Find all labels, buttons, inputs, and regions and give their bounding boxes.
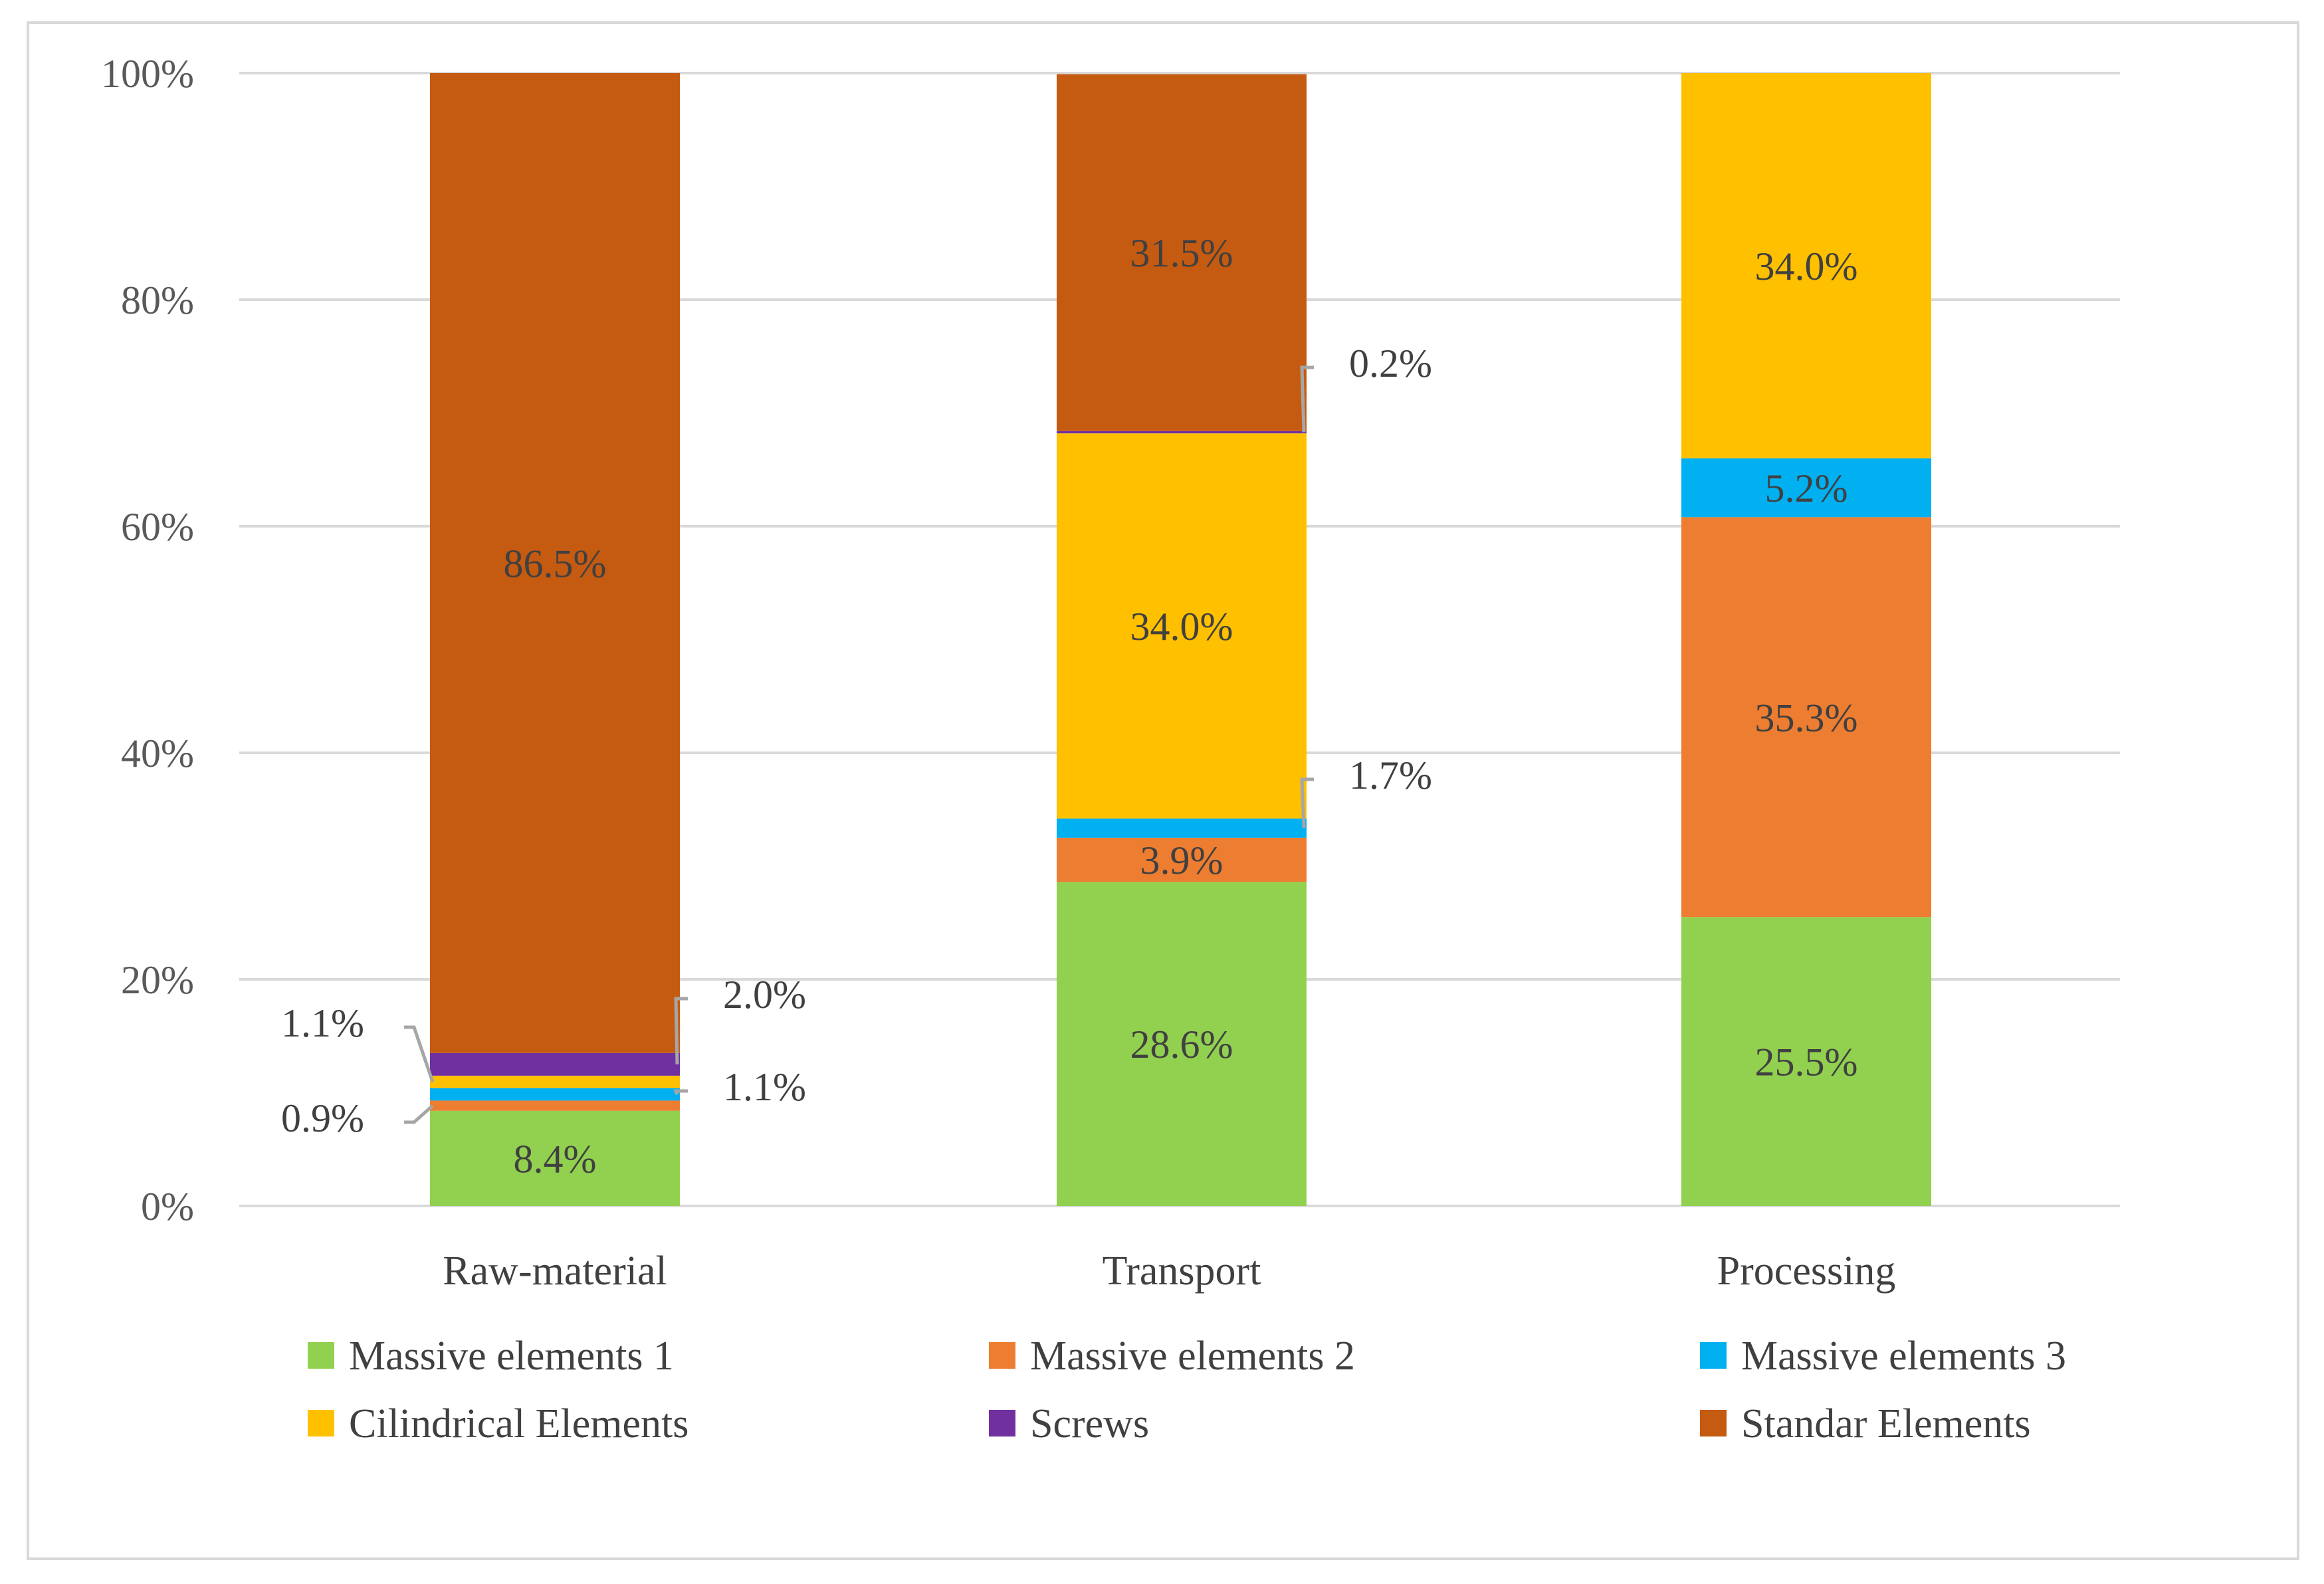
callout-leader bbox=[674, 997, 688, 1064]
data-label: 2.0% bbox=[723, 973, 806, 1017]
bar-segment bbox=[1681, 917, 1931, 1206]
callout-leader bbox=[404, 1104, 434, 1124]
y-tick-label: 0% bbox=[141, 1185, 194, 1229]
x-axis-categories: Raw-material Transport Processing bbox=[443, 1248, 1895, 1294]
bar-segment bbox=[430, 1100, 680, 1111]
y-tick-label: 100% bbox=[101, 52, 194, 96]
y-tick-label: 60% bbox=[121, 505, 194, 549]
callout-leader bbox=[673, 1089, 688, 1095]
bar-segment bbox=[1681, 73, 1931, 458]
legend-swatch bbox=[989, 1342, 1015, 1369]
bar-segment bbox=[1057, 74, 1307, 431]
bars bbox=[430, 73, 1931, 1206]
data-label: 1.1% bbox=[281, 1001, 364, 1045]
callout-leader bbox=[1300, 365, 1314, 433]
bar-segment bbox=[1057, 433, 1307, 819]
data-label: 3.9% bbox=[1140, 839, 1223, 882]
callout-leader bbox=[404, 1025, 435, 1083]
data-label: 0.2% bbox=[1349, 342, 1432, 385]
bar-segment bbox=[430, 1075, 680, 1088]
legend-swatch bbox=[308, 1410, 334, 1436]
bar-segment bbox=[430, 1052, 680, 1076]
callout-leader bbox=[1300, 777, 1314, 829]
y-axis-ticks: 0% 20% 40% 60% 80% 100% bbox=[101, 52, 194, 1229]
data-label: 25.5% bbox=[1755, 1040, 1858, 1084]
data-label: 1.7% bbox=[1349, 753, 1432, 797]
data-label: 31.5% bbox=[1130, 231, 1233, 275]
data-label: 34.0% bbox=[1130, 605, 1233, 648]
legend-label: Massive elements 2 bbox=[1030, 1334, 1355, 1379]
y-tick-label: 80% bbox=[121, 278, 194, 322]
y-tick-label: 20% bbox=[121, 958, 194, 1002]
legend-label: Massive elements 1 bbox=[349, 1334, 674, 1379]
x-category-label: Processing bbox=[1717, 1248, 1896, 1294]
bar-segment bbox=[430, 1110, 680, 1206]
bar-segment bbox=[430, 73, 680, 1053]
legend-label: Cilindrical Elements bbox=[349, 1401, 688, 1446]
legend-label: Massive elements 3 bbox=[1741, 1334, 2066, 1379]
legend-swatch bbox=[308, 1342, 334, 1369]
bar-segment bbox=[1057, 818, 1307, 838]
bar-segment bbox=[1681, 517, 1931, 918]
legend: Massive elements 1 Massive elements 2 Mass… bbox=[308, 1334, 2066, 1446]
legend-swatch bbox=[1700, 1342, 1727, 1369]
legend-swatch bbox=[989, 1410, 1015, 1436]
x-category-label: Raw-material bbox=[443, 1248, 667, 1294]
data-label: 1.1% bbox=[723, 1065, 806, 1109]
data-label: 0.9% bbox=[281, 1096, 364, 1140]
legend-swatch bbox=[1700, 1410, 1727, 1436]
legend-label: Screws bbox=[1030, 1401, 1149, 1446]
data-labels: 8.4% 0.9% 1.1% 1.1% 2.0% 86.5% 28.6% 3.9% 1.7% 34… bbox=[281, 231, 1857, 1181]
data-label: 34.0% bbox=[1755, 245, 1858, 288]
data-label: 8.4% bbox=[514, 1137, 597, 1181]
x-category-label: Transport bbox=[1103, 1248, 1261, 1294]
y-tick-label: 40% bbox=[121, 732, 194, 775]
legend-label: Standar Elements bbox=[1741, 1401, 2031, 1446]
callout-leaders bbox=[404, 365, 1314, 1124]
bar-segment bbox=[430, 1088, 680, 1101]
data-label: 86.5% bbox=[504, 542, 607, 585]
bar-segment bbox=[1681, 458, 1931, 518]
data-label: 5.2% bbox=[1765, 466, 1848, 510]
data-label: 35.3% bbox=[1755, 696, 1858, 740]
bar-segment bbox=[1057, 882, 1307, 1206]
data-label: 28.6% bbox=[1130, 1023, 1233, 1066]
bar-segment bbox=[1057, 837, 1307, 882]
bar-segment bbox=[1057, 431, 1307, 434]
